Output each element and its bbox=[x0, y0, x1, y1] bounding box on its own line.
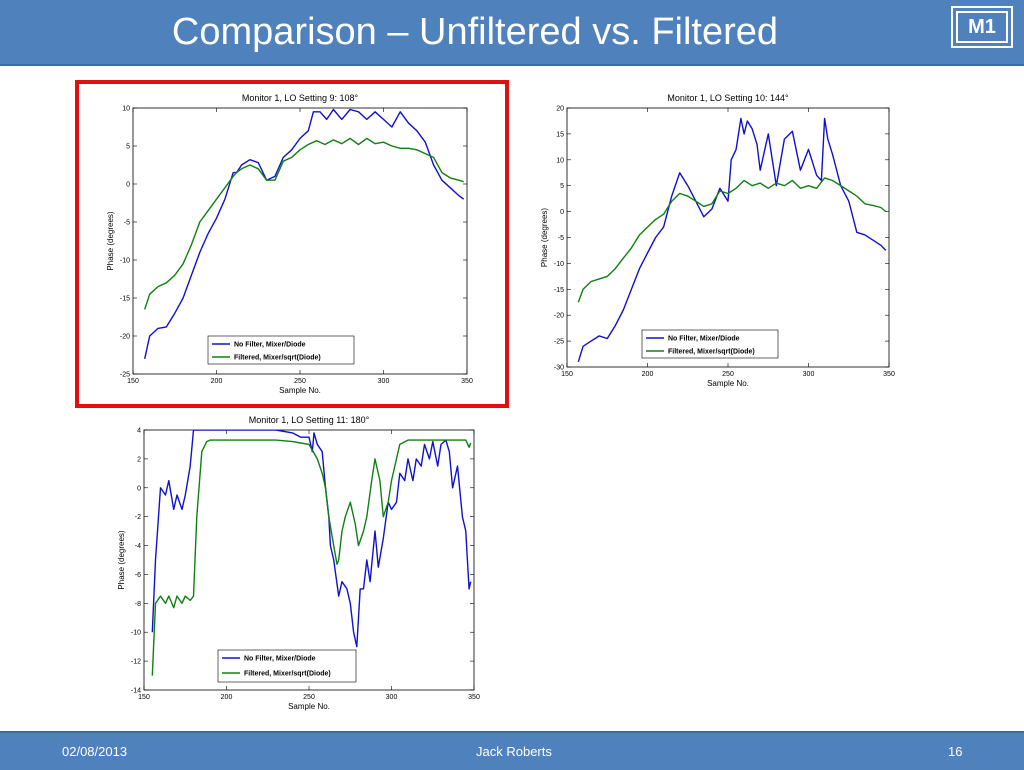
x-tick-label: 300 bbox=[378, 378, 390, 385]
y-tick-label: -14 bbox=[131, 688, 141, 695]
footer-author: Jack Roberts bbox=[476, 744, 552, 759]
y-tick-label: -15 bbox=[120, 296, 130, 303]
series-line-filtered bbox=[144, 137, 464, 310]
x-tick-label: 350 bbox=[461, 378, 473, 385]
y-tick-label: 5 bbox=[126, 144, 130, 151]
legend-entry: Filtered, Mixer/sqrt(Diode) bbox=[244, 671, 331, 678]
x-tick-label: 300 bbox=[386, 694, 398, 701]
y-axis-label: Phase (degrees) bbox=[117, 530, 126, 589]
legend-entry: Filtered, Mixer/sqrt(Diode) bbox=[234, 355, 321, 362]
series-line-unfiltered bbox=[144, 108, 465, 359]
chart-title: Monitor 1, LO Setting 10: 144° bbox=[667, 93, 789, 103]
legend-entry: No Filter, Mixer/Diode bbox=[668, 336, 740, 343]
y-tick-label: -12 bbox=[131, 659, 141, 666]
x-axis-label: Sample No. bbox=[279, 386, 321, 395]
chart-lo-setting-10: Monitor 1, LO Setting 10: 144° 150 200 250 3… bbox=[532, 90, 912, 390]
x-axis-label: Sample No. bbox=[707, 379, 749, 388]
y-tick-label: 20 bbox=[556, 106, 564, 113]
y-tick-label: 0 bbox=[137, 485, 141, 492]
series-line-filtered bbox=[577, 177, 887, 303]
x-tick-label: 200 bbox=[221, 694, 233, 701]
x-tick-label: 150 bbox=[561, 371, 573, 378]
y-tick-label: -25 bbox=[120, 372, 130, 379]
plot-area bbox=[566, 107, 890, 368]
legend: No Filter, Mixer/Diode Filtered, Mixer/sq… bbox=[217, 649, 357, 683]
legend: No Filter, Mixer/Diode Filtered, Mixer/sq… bbox=[207, 335, 355, 365]
y-axis-label: Phase (degrees) bbox=[540, 208, 549, 267]
legend-entry: Filtered, Mixer/sqrt(Diode) bbox=[668, 349, 755, 356]
x-tick-label: 150 bbox=[127, 378, 139, 385]
y-tick-label: -30 bbox=[554, 365, 564, 372]
y-tick-label: -6 bbox=[135, 572, 141, 579]
series-line-filtered bbox=[151, 439, 472, 676]
series-line-unfiltered bbox=[151, 430, 472, 648]
x-tick-label: 200 bbox=[211, 378, 223, 385]
chart-lo-setting-9: Monitor 1, LO Setting 9: 108° 150 200 250 30… bbox=[100, 88, 480, 400]
y-tick-label: 4 bbox=[137, 428, 141, 435]
series-line-unfiltered bbox=[577, 117, 887, 363]
y-axis-label: Phase (degrees) bbox=[106, 211, 115, 270]
x-axis-label: Sample No. bbox=[288, 702, 330, 711]
y-tick-label: -5 bbox=[124, 220, 130, 227]
legend-entry: No Filter, Mixer/Diode bbox=[234, 342, 306, 349]
y-tick-label: -10 bbox=[120, 258, 130, 265]
y-tick-label: 2 bbox=[137, 456, 141, 463]
y-tick-label: -5 bbox=[558, 235, 564, 242]
x-tick-label: 250 bbox=[294, 378, 306, 385]
chart-lo-setting-11: Monitor 1, LO Setting 11: 180° 150 200 250 3… bbox=[110, 410, 490, 720]
highlight-frame bbox=[75, 80, 509, 408]
x-tick-label: 300 bbox=[803, 371, 815, 378]
y-tick-label: -20 bbox=[120, 334, 130, 341]
y-tick-label: 10 bbox=[556, 157, 564, 164]
y-tick-label: -4 bbox=[135, 543, 141, 550]
plot-area bbox=[132, 107, 468, 375]
title-bar: Comparison – Unfiltered vs. Filtered M1 bbox=[0, 0, 1024, 66]
legend-box bbox=[217, 649, 357, 683]
x-tick-label: 350 bbox=[883, 371, 895, 378]
y-tick-label: -8 bbox=[135, 601, 141, 608]
y-tick-label: -25 bbox=[554, 339, 564, 346]
chart-title: Monitor 1, LO Setting 11: 180° bbox=[249, 415, 370, 425]
y-tick-label: -15 bbox=[554, 287, 564, 294]
legend-entry: No Filter, Mixer/Diode bbox=[244, 656, 316, 663]
footer-page-number: 16 bbox=[948, 744, 963, 759]
y-tick-label: 15 bbox=[556, 131, 564, 138]
legend: No Filter, Mixer/Diode Filtered, Mixer/sq… bbox=[641, 329, 779, 359]
y-tick-label: -10 bbox=[131, 630, 141, 637]
chart-title: Monitor 1, LO Setting 9: 108° bbox=[242, 93, 359, 103]
y-tick-label: -10 bbox=[554, 261, 564, 268]
x-tick-label: 150 bbox=[138, 694, 150, 701]
y-tick-label: 5 bbox=[560, 183, 564, 190]
y-tick-label: 0 bbox=[560, 209, 564, 216]
slide-title: Comparison – Unfiltered vs. Filtered bbox=[171, 11, 779, 53]
x-tick-label: 250 bbox=[722, 371, 734, 378]
x-tick-label: 200 bbox=[642, 371, 654, 378]
y-tick-label: -2 bbox=[135, 514, 141, 521]
x-tick-label: 250 bbox=[303, 694, 315, 701]
y-tick-label: 0 bbox=[126, 182, 130, 189]
slide-badge: M1 bbox=[951, 6, 1013, 48]
y-tick-label: -20 bbox=[554, 313, 564, 320]
x-tick-label: 350 bbox=[468, 694, 480, 701]
badge-label: M1 bbox=[956, 11, 1008, 43]
legend-box bbox=[641, 329, 779, 359]
footer-date: 02/08/2013 bbox=[62, 744, 128, 759]
legend-box bbox=[207, 335, 355, 365]
plot-area bbox=[143, 429, 475, 691]
y-tick-label: 10 bbox=[122, 106, 130, 113]
footer-bar: 02/08/2013 Jack Roberts 16 bbox=[0, 731, 1024, 770]
